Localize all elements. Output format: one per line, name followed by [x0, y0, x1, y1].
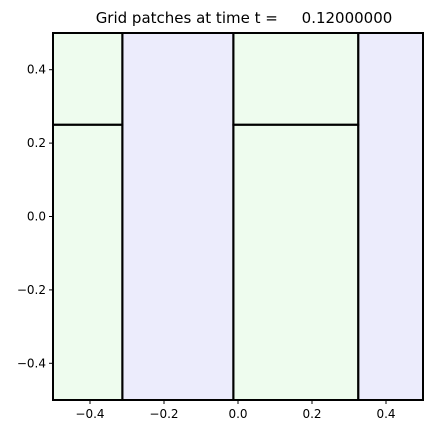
x-tick-label: 0.2	[302, 407, 321, 421]
y-tick-label: −0.4	[17, 356, 46, 370]
patch-fill-3	[122, 33, 234, 400]
x-tick-label: 0.0	[228, 407, 247, 421]
patch-fill-6	[358, 33, 423, 400]
x-tick-label: −0.2	[149, 407, 178, 421]
y-tick-label: 0.0	[27, 210, 46, 224]
patch-layer	[52, 32, 424, 401]
x-axis: −0.4 −0.2 0.0 0.2 0.4	[75, 400, 396, 421]
x-tick-label: 0.4	[376, 407, 395, 421]
patch-fill-2	[53, 124, 123, 400]
x-tick-label: −0.4	[75, 407, 104, 421]
patch-fill-5	[233, 124, 359, 400]
y-tick-label: −0.2	[17, 283, 46, 297]
patch-fill-1	[53, 33, 123, 125]
y-axis: 0.4 0.2 0.0 −0.2 −0.4	[17, 63, 53, 370]
chart-title: Grid patches at time t = 0.12000000	[96, 9, 393, 27]
y-tick-label: 0.2	[27, 136, 46, 150]
patch-fill-4	[233, 33, 359, 125]
y-tick-label: 0.4	[27, 63, 46, 77]
